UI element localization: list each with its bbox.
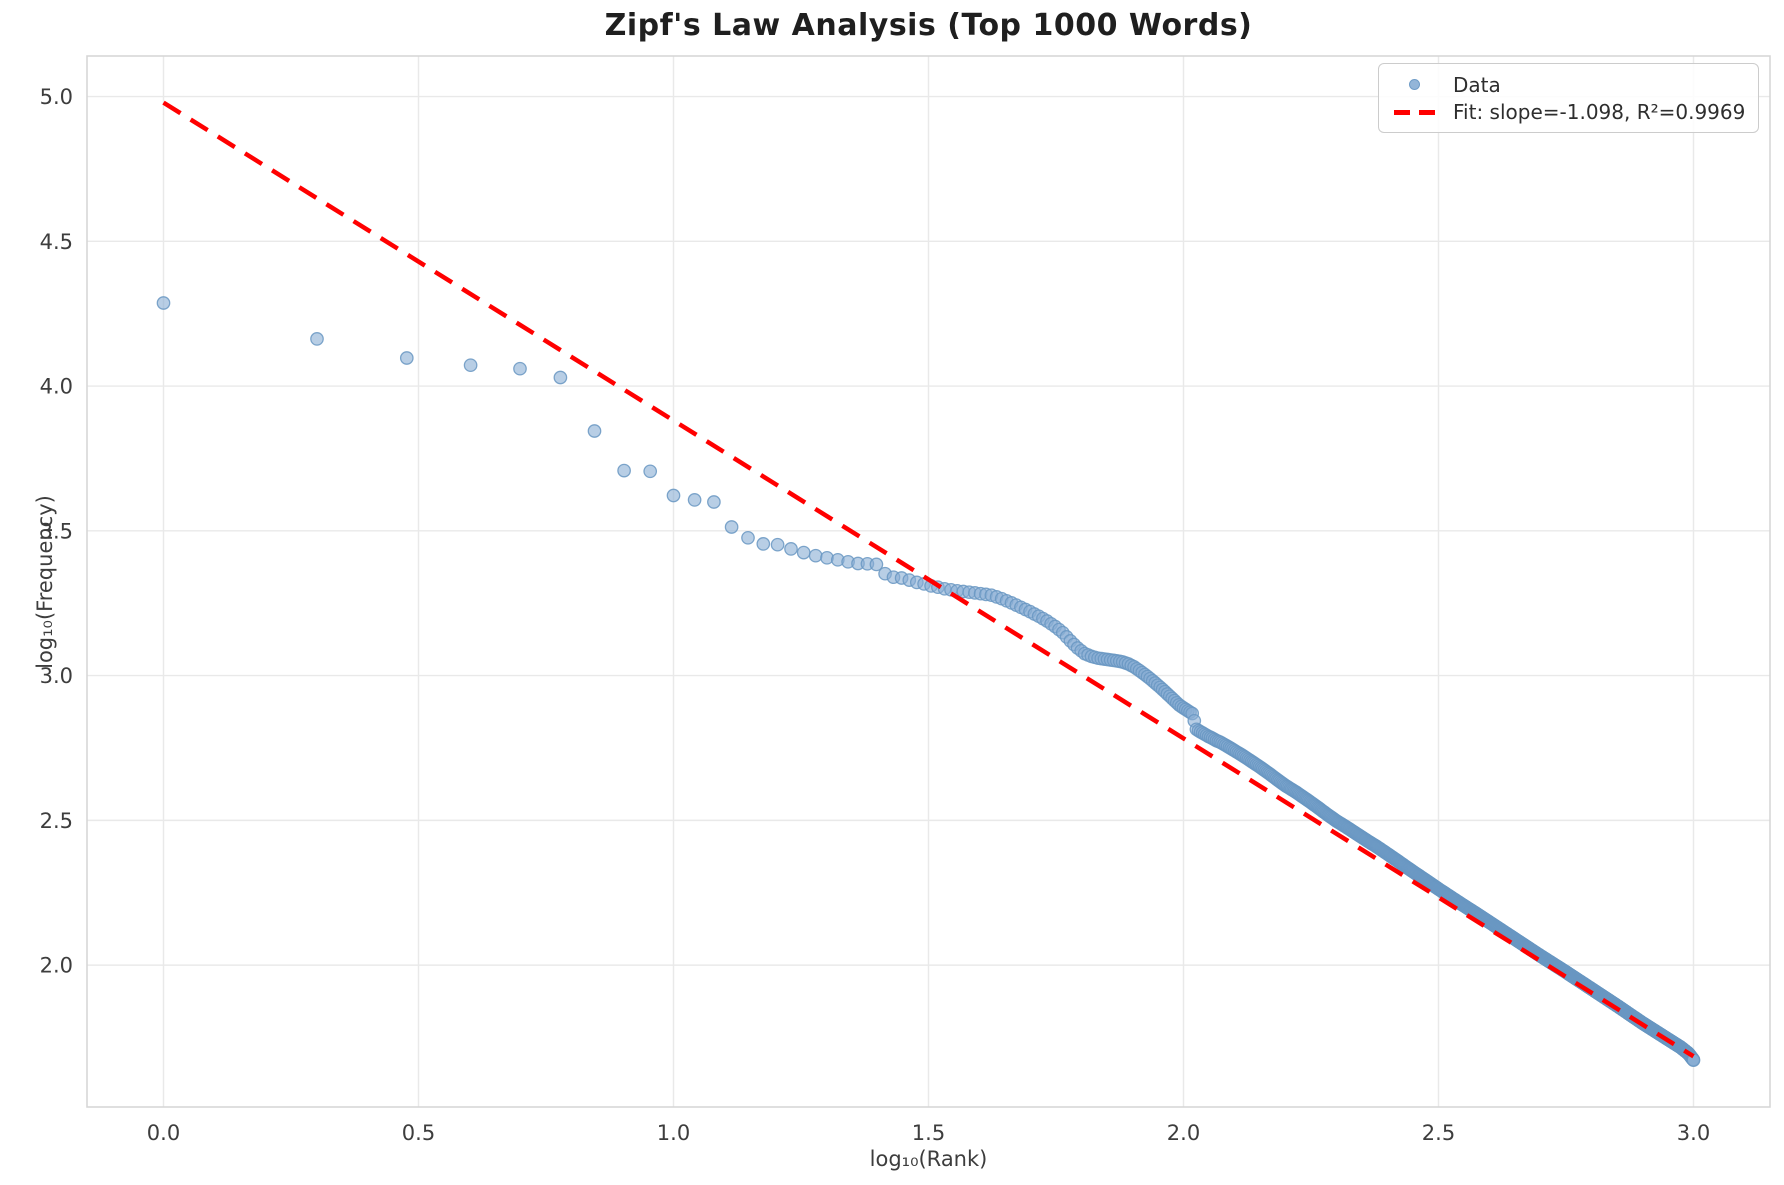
data-point <box>796 545 811 560</box>
y-tick-labels: 2.0 2.5 3.0 3.5 4.0 4.5 5.0 <box>40 85 73 978</box>
x-tick-labels: 0.0 0.5 1.0 1.5 2.0 2.5 3.0 <box>147 1121 1710 1145</box>
data-point <box>707 495 721 509</box>
legend-label-data: Data <box>1453 72 1501 97</box>
x-axis-label: log₁₀(Rank) <box>869 1147 988 1171</box>
grid-lines <box>87 56 1770 1107</box>
x-tick-label: 1.0 <box>657 1121 690 1145</box>
y-tick-label: 2.0 <box>40 954 73 978</box>
data-point <box>643 464 658 479</box>
data-point <box>666 488 681 503</box>
legend-entry-data: Data <box>1391 71 1746 99</box>
data-point <box>156 296 171 310</box>
x-tick-label: 2.5 <box>1422 1121 1455 1145</box>
data-point <box>463 358 478 373</box>
axes-spines <box>86 55 1771 1108</box>
data-point <box>756 537 771 551</box>
data-point <box>869 557 884 572</box>
data-point <box>617 463 631 478</box>
y-tick-label: 4.5 <box>40 230 73 254</box>
legend-entry-fit: Fit: slope=-1.098, R²=0.9969 <box>1391 99 1746 127</box>
y-axis-label: log₁₀(Frequency) <box>33 495 57 669</box>
data-point <box>784 542 798 556</box>
y-tick-label: 4.0 <box>40 375 73 399</box>
data-point <box>770 537 785 552</box>
y-tick-label: 3.0 <box>40 664 73 688</box>
data-point <box>724 520 739 534</box>
data-point <box>399 351 414 365</box>
data-point <box>687 493 702 507</box>
data-point <box>741 530 755 545</box>
x-tick-label: 1.5 <box>912 1121 945 1145</box>
data-point <box>808 548 823 563</box>
dashed-line-icon <box>1391 110 1437 115</box>
fit-line <box>162 100 1695 1059</box>
x-tick-label: 0.0 <box>147 1121 180 1145</box>
chart-title: Zipf's Law Analysis (Top 1000 Words) <box>604 8 1253 43</box>
data-point <box>553 370 568 385</box>
legend: Data Fit: slope=-1.098, R²=0.9969 <box>1378 63 1759 133</box>
data-point <box>310 332 324 346</box>
x-tick-label: 2.0 <box>1167 1121 1200 1145</box>
scatter-marker-icon <box>1391 79 1437 91</box>
data-point <box>513 361 527 376</box>
x-tick-label: 0.5 <box>402 1121 435 1145</box>
legend-label-fit: Fit: slope=-1.098, R²=0.9969 <box>1453 100 1746 125</box>
y-tick-label: 2.5 <box>40 809 73 833</box>
x-tick-label: 3.0 <box>1677 1121 1710 1145</box>
y-tick-label: 5.0 <box>40 85 73 109</box>
y-tick-label: 3.5 <box>40 519 73 543</box>
data-point <box>587 424 602 438</box>
